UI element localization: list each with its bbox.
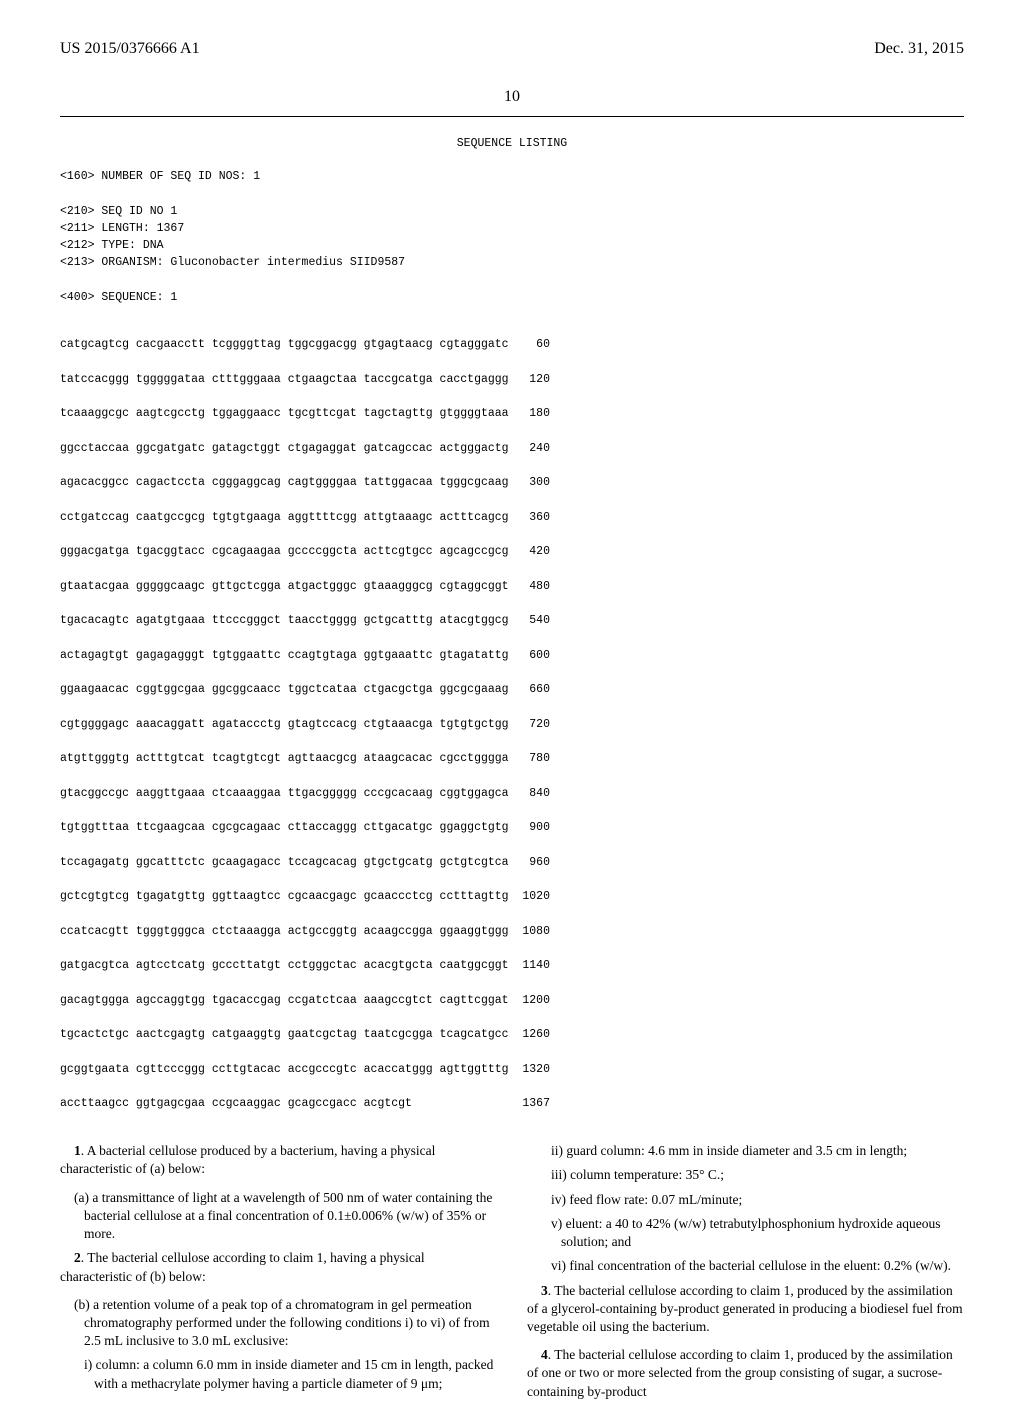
- claim-text: i) column: a column 6.0 mm in inside dia…: [60, 1356, 497, 1392]
- horizontal-rule: [60, 116, 964, 117]
- claims-right-column: ii) guard column: 4.6 mm in inside diame…: [527, 1142, 964, 1411]
- claim-text: 4. The bacterial cellulose according to …: [527, 1346, 964, 1401]
- claim-text: 2. The bacterial cellulose according to …: [60, 1249, 497, 1285]
- publication-number: US 2015/0376666 A1: [60, 40, 200, 58]
- page-header: US 2015/0376666 A1 Dec. 31, 2015: [60, 40, 964, 58]
- claim-text: ii) guard column: 4.6 mm in inside diame…: [527, 1142, 964, 1160]
- publication-date: Dec. 31, 2015: [874, 40, 964, 58]
- sequence-listing-title: SEQUENCE LISTING: [60, 137, 964, 150]
- claims-section: 1. A bacterial cellulose produced by a b…: [60, 1142, 964, 1411]
- claim-text: 1. A bacterial cellulose produced by a b…: [60, 1142, 497, 1178]
- claim-text: iv) feed flow rate: 0.07 mL/minute;: [527, 1191, 964, 1209]
- claim-text: 3. The bacterial cellulose according to …: [527, 1282, 964, 1337]
- claim-text: v) eluent: a 40 to 42% (w/w) tetrabutylp…: [527, 1215, 964, 1251]
- sequence-body: catgcagtcg cacgaacctt tcggggttag tggcgga…: [60, 336, 964, 1112]
- claim-text: (b) a retention volume of a peak top of …: [60, 1296, 497, 1351]
- claim-text: vi) final concentration of the bacterial…: [527, 1257, 964, 1275]
- claim-text: iii) column temperature: 35° C.;: [527, 1166, 964, 1184]
- page-number: 10: [60, 88, 964, 106]
- sequence-metadata: <160> NUMBER OF SEQ ID NOS: 1 <210> SEQ …: [60, 168, 964, 306]
- claim-text: (a) a transmittance of light at a wavele…: [60, 1189, 497, 1244]
- claims-left-column: 1. A bacterial cellulose produced by a b…: [60, 1142, 497, 1411]
